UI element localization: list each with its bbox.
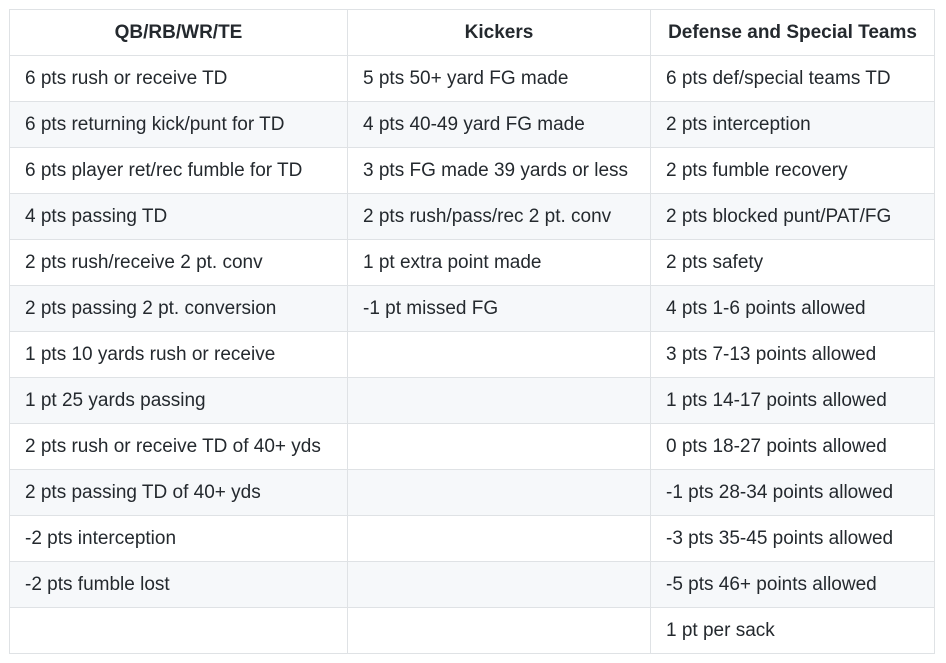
defense-cell: 0 pts 18-27 points allowed xyxy=(650,423,935,470)
kickers-cell: 2 pts rush/pass/rec 2 pt. conv xyxy=(347,193,651,240)
table-row: 2 pts passing TD of 40+ yds -1 pts 28-34… xyxy=(9,469,935,516)
defense-cell: 2 pts safety xyxy=(650,239,935,286)
kickers-cell xyxy=(347,331,651,378)
kickers-cell xyxy=(347,607,651,654)
scoring-table: QB/RB/WR/TE Kickers Defense and Special … xyxy=(9,9,935,654)
header-row: QB/RB/WR/TE Kickers Defense and Special … xyxy=(9,9,935,56)
offense-cell: 2 pts rush/receive 2 pt. conv xyxy=(9,239,348,286)
header-offense: QB/RB/WR/TE xyxy=(9,9,348,56)
defense-cell: -3 pts 35-45 points allowed xyxy=(650,515,935,562)
table-header: QB/RB/WR/TE Kickers Defense and Special … xyxy=(9,9,935,56)
defense-cell: -5 pts 46+ points allowed xyxy=(650,561,935,608)
header-defense: Defense and Special Teams xyxy=(650,9,935,56)
offense-cell: 2 pts rush or receive TD of 40+ yds xyxy=(9,423,348,470)
header-kickers: Kickers xyxy=(347,9,651,56)
table-row: 1 pts 10 yards rush or receive 3 pts 7-1… xyxy=(9,331,935,378)
kickers-cell: -1 pt missed FG xyxy=(347,285,651,332)
kickers-cell xyxy=(347,515,651,562)
offense-cell: 6 pts returning kick/punt for TD xyxy=(9,101,348,148)
table-row: 6 pts returning kick/punt for TD 4 pts 4… xyxy=(9,101,935,148)
kickers-cell: 5 pts 50+ yard FG made xyxy=(347,55,651,102)
offense-cell: 6 pts rush or receive TD xyxy=(9,55,348,102)
offense-cell: -2 pts interception xyxy=(9,515,348,562)
defense-cell: 6 pts def/special teams TD xyxy=(650,55,935,102)
defense-cell: 3 pts 7-13 points allowed xyxy=(650,331,935,378)
offense-cell: 6 pts player ret/rec fumble for TD xyxy=(9,147,348,194)
table-row: -2 pts interception -3 pts 35-45 points … xyxy=(9,515,935,562)
table-row: 6 pts player ret/rec fumble for TD 3 pts… xyxy=(9,147,935,194)
defense-cell: 4 pts 1-6 points allowed xyxy=(650,285,935,332)
defense-cell: 1 pts 14-17 points allowed xyxy=(650,377,935,424)
table-row: 2 pts passing 2 pt. conversion -1 pt mis… xyxy=(9,285,935,332)
offense-cell: 4 pts passing TD xyxy=(9,193,348,240)
table-row: 2 pts rush/receive 2 pt. conv 1 pt extra… xyxy=(9,239,935,286)
offense-cell: 2 pts passing 2 pt. conversion xyxy=(9,285,348,332)
table-row: 6 pts rush or receive TD 5 pts 50+ yard … xyxy=(9,55,935,102)
kickers-cell xyxy=(347,423,651,470)
table-row: 4 pts passing TD 2 pts rush/pass/rec 2 p… xyxy=(9,193,935,240)
defense-cell: 2 pts interception xyxy=(650,101,935,148)
table-row: -2 pts fumble lost -5 pts 46+ points all… xyxy=(9,561,935,608)
kickers-cell xyxy=(347,561,651,608)
defense-cell: -1 pts 28-34 points allowed xyxy=(650,469,935,516)
kickers-cell: 1 pt extra point made xyxy=(347,239,651,286)
defense-cell: 2 pts fumble recovery xyxy=(650,147,935,194)
defense-cell: 1 pt per sack xyxy=(650,607,935,654)
offense-cell xyxy=(9,607,348,654)
kickers-cell xyxy=(347,377,651,424)
defense-cell: 2 pts blocked punt/PAT/FG xyxy=(650,193,935,240)
table-row: 1 pt 25 yards passing 1 pts 14-17 points… xyxy=(9,377,935,424)
offense-cell: 1 pt 25 yards passing xyxy=(9,377,348,424)
kickers-cell: 3 pts FG made 39 yards or less xyxy=(347,147,651,194)
kickers-cell: 4 pts 40-49 yard FG made xyxy=(347,101,651,148)
kickers-cell xyxy=(347,469,651,516)
table-body: 6 pts rush or receive TD 5 pts 50+ yard … xyxy=(9,55,935,654)
offense-cell: -2 pts fumble lost xyxy=(9,561,348,608)
offense-cell: 1 pts 10 yards rush or receive xyxy=(9,331,348,378)
table-row: 1 pt per sack xyxy=(9,607,935,654)
table-row: 2 pts rush or receive TD of 40+ yds 0 pt… xyxy=(9,423,935,470)
offense-cell: 2 pts passing TD of 40+ yds xyxy=(9,469,348,516)
